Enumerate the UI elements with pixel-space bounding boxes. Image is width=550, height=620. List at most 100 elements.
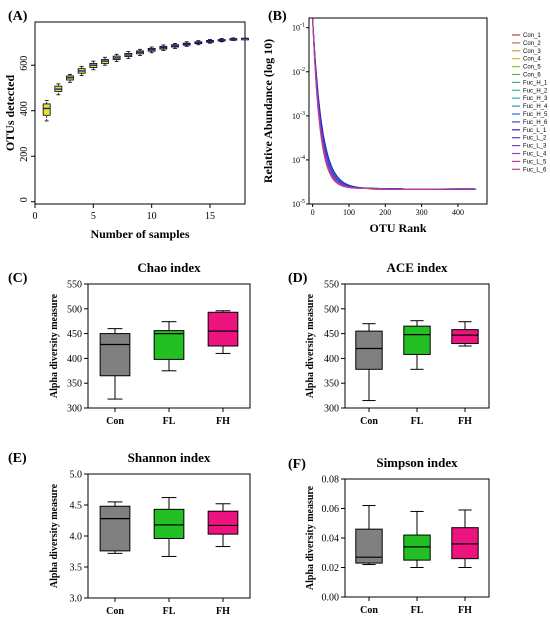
series-line <box>312 18 473 190</box>
box <box>403 534 431 561</box>
legend-label: Fuc_H_3 <box>523 96 548 102</box>
y-tick-label: 4.5 <box>70 501 83 512</box>
panel-label-a: (A) <box>8 9 28 24</box>
y-tick-label: 300 <box>324 404 339 415</box>
legend-label: Fuc_H_5 <box>523 112 548 118</box>
x-tick-label-a: 5 <box>91 211 96 222</box>
box <box>403 325 431 355</box>
y-tick-label: 550 <box>324 280 339 291</box>
box <box>42 103 51 116</box>
y-tick-label: 4.0 <box>70 532 83 543</box>
panel-label-e: (E) <box>8 451 27 466</box>
y-tick-label: 350 <box>324 379 339 390</box>
category-label: FL <box>411 416 424 427</box>
category-label: FH <box>458 416 472 427</box>
legend-label: Con_5 <box>523 65 541 71</box>
panel-label-d: (D) <box>288 271 308 286</box>
y-tick-label: 300 <box>67 404 82 415</box>
x-tick-label-b: 300 <box>416 208 428 217</box>
y-tick-label: 400 <box>324 354 339 365</box>
y-tick-label-b: 10-4 <box>292 155 305 165</box>
panel-title-c: Chao index <box>137 260 201 275</box>
box <box>451 329 479 345</box>
plot-frame-b <box>308 17 488 205</box>
panel-f: (F) Simpson index 0.00 0.02 0.04 0.06 0.08 Alph… <box>288 455 490 616</box>
box <box>355 330 383 370</box>
category-label: Con <box>106 416 124 427</box>
box <box>99 505 131 552</box>
y-axis-label: Alpha diversity measure <box>49 293 60 398</box>
legend-label: Fuc_L_3 <box>523 144 547 150</box>
y-tick-label-b: 10-5 <box>292 199 305 209</box>
series-line <box>312 18 473 190</box>
y-tick-label: 0.08 <box>322 475 340 486</box>
category-label: FH <box>216 416 230 427</box>
x-tick-label-b: 400 <box>452 208 464 217</box>
y-tick-label: 400 <box>67 354 82 365</box>
y-tick-label-b: 10-1 <box>292 23 305 33</box>
x-tick-label-b: 0 <box>311 208 315 217</box>
box <box>153 508 185 539</box>
legend-label: Con_4 <box>523 57 541 63</box>
legend-label: Fuc_L_6 <box>523 167 547 173</box>
y-axis-label: Alpha diversity measure <box>305 293 316 398</box>
category-label: Con <box>360 605 378 616</box>
series-line <box>312 18 473 190</box>
box <box>207 311 239 347</box>
y-tick-label-a: 0 <box>19 197 30 202</box>
x-tick-label-b: 200 <box>379 208 391 217</box>
y-tick-exponent-b: -3 <box>300 111 305 117</box>
category-label: FL <box>163 606 176 617</box>
series-line <box>312 18 473 190</box>
category-label: Con <box>106 606 124 617</box>
y-axis-label: Alpha diversity measure <box>49 483 60 588</box>
y-tick-exponent-b: -5 <box>300 199 305 205</box>
y-tick-label-a: 200 <box>19 147 30 162</box>
y-tick-label: 3.0 <box>70 594 83 605</box>
panel-b: (B) 0 100 200 300 400 10-1 10-2 10-3 10-4 10-5 OTU … <box>261 9 548 235</box>
plot-frame-a <box>34 21 246 205</box>
y-tick-label: 500 <box>67 304 82 315</box>
legend-label: Fuc_H_1 <box>523 80 548 86</box>
series-line <box>312 18 473 190</box>
y-axis-label-a: OTUs detected <box>3 75 17 152</box>
y-axis-label-b: Relative Abundance (log 10) <box>261 39 275 183</box>
legend-label: Con_1 <box>523 33 541 39</box>
category-label: Con <box>360 416 378 427</box>
series-line <box>312 18 473 190</box>
panel-e: (E) Shannon index 3.0 3.5 4.0 4.5 5.0 Alpha div… <box>8 450 251 617</box>
x-tick-label-a: 10 <box>147 211 157 222</box>
y-tick-label: 0.00 <box>322 593 340 604</box>
y-tick-exponent-b: -1 <box>300 23 305 29</box>
y-tick-label: 0.04 <box>322 534 340 545</box>
y-tick-exponent-b: -2 <box>300 67 305 73</box>
panel-title-d: ACE index <box>386 260 448 275</box>
panel-label-f: (F) <box>288 457 306 472</box>
series-line <box>312 18 473 190</box>
y-tick-label-a: 400 <box>19 101 30 116</box>
y-tick-label: 450 <box>67 329 82 340</box>
legend-label: Fuc_L_1 <box>523 128 547 134</box>
panel-label-b: (B) <box>268 9 287 24</box>
y-tick-label: 550 <box>67 280 82 291</box>
y-tick-label-a: 600 <box>19 56 30 71</box>
y-tick-label: 500 <box>324 304 339 315</box>
category-label: FL <box>163 416 176 427</box>
legend-label: Con_2 <box>523 41 541 47</box>
legend-label: Fuc_H_2 <box>523 88 548 94</box>
x-tick-label-a: 15 <box>205 211 215 222</box>
series-line <box>312 18 473 190</box>
box <box>153 330 185 360</box>
y-tick-label-b: 10-2 <box>292 67 305 77</box>
series-line <box>312 18 473 190</box>
category-label: FH <box>458 605 472 616</box>
legend-label: Con_6 <box>523 73 541 79</box>
y-axis-label: Alpha diversity measure <box>305 485 316 590</box>
y-tick-label: 5.0 <box>70 470 83 481</box>
box <box>355 528 383 564</box>
x-axis-label-a: Number of samples <box>90 227 189 241</box>
legend-label: Fuc_L_4 <box>523 152 547 158</box>
legend-label: Con_3 <box>523 49 541 55</box>
x-axis-label-b: OTU Rank <box>369 221 426 235</box>
